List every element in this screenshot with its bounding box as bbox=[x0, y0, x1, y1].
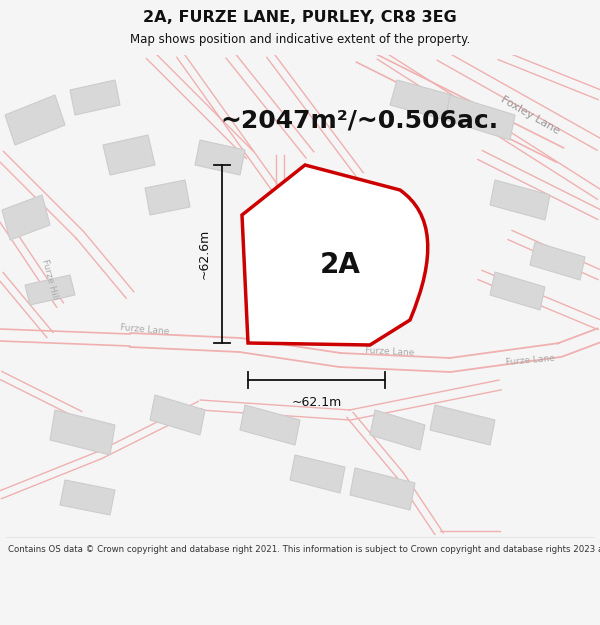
Polygon shape bbox=[240, 405, 300, 445]
Polygon shape bbox=[290, 455, 345, 493]
Polygon shape bbox=[2, 195, 50, 240]
Polygon shape bbox=[70, 80, 120, 115]
Polygon shape bbox=[25, 275, 75, 305]
Polygon shape bbox=[490, 272, 545, 310]
Text: Map shows position and indicative extent of the property.: Map shows position and indicative extent… bbox=[130, 32, 470, 46]
Text: 2A, FURZE LANE, PURLEY, CR8 3EG: 2A, FURZE LANE, PURLEY, CR8 3EG bbox=[143, 9, 457, 24]
Text: ~2047m²/~0.506ac.: ~2047m²/~0.506ac. bbox=[220, 108, 498, 132]
Text: Furze Lane: Furze Lane bbox=[120, 323, 170, 337]
Polygon shape bbox=[430, 405, 495, 445]
Polygon shape bbox=[103, 135, 155, 175]
Polygon shape bbox=[530, 242, 585, 280]
Polygon shape bbox=[50, 410, 115, 455]
Polygon shape bbox=[350, 468, 415, 510]
Polygon shape bbox=[390, 80, 452, 120]
Text: Foxley Lane: Foxley Lane bbox=[499, 94, 561, 136]
Polygon shape bbox=[60, 480, 115, 515]
Polygon shape bbox=[445, 95, 515, 140]
PathPatch shape bbox=[242, 165, 428, 345]
Polygon shape bbox=[370, 410, 425, 450]
Text: Furze Lane: Furze Lane bbox=[365, 346, 415, 358]
Text: Contains OS data © Crown copyright and database right 2021. This information is : Contains OS data © Crown copyright and d… bbox=[8, 545, 600, 554]
Text: ~62.1m: ~62.1m bbox=[292, 396, 341, 409]
Text: 2A: 2A bbox=[320, 251, 361, 279]
Polygon shape bbox=[5, 95, 65, 145]
Polygon shape bbox=[145, 180, 190, 215]
Polygon shape bbox=[490, 180, 550, 220]
Text: Furze Lane: Furze Lane bbox=[505, 353, 555, 367]
Text: Furze Hill: Furze Hill bbox=[40, 259, 60, 301]
Text: ~62.6m: ~62.6m bbox=[197, 229, 211, 279]
Polygon shape bbox=[150, 395, 205, 435]
Polygon shape bbox=[195, 140, 245, 175]
